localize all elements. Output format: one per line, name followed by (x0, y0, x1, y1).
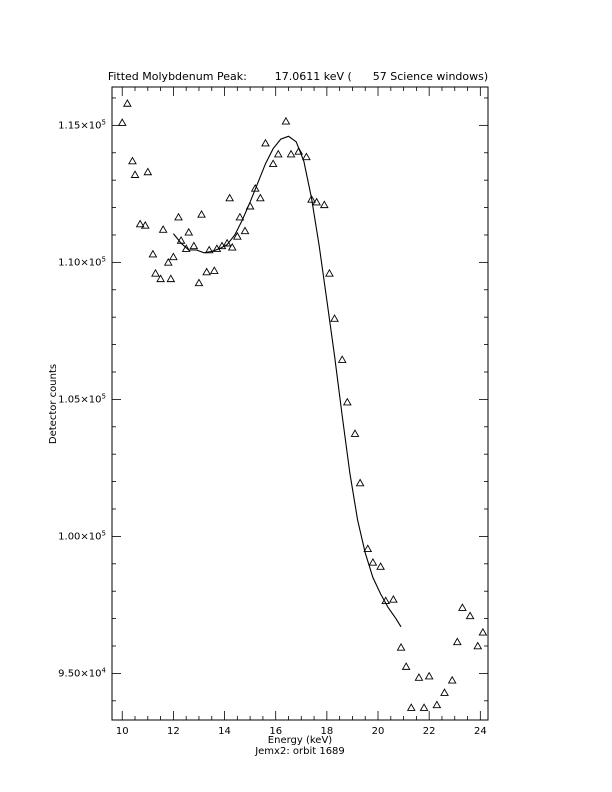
data-point (286, 149, 296, 158)
x-tick-label: 24 (474, 726, 487, 737)
data-point (156, 274, 165, 283)
data-point (240, 226, 250, 235)
data-point (337, 355, 347, 363)
x-tick-label: 14 (218, 726, 231, 737)
data-point (355, 478, 365, 487)
data-point (363, 544, 373, 552)
data-point (255, 193, 265, 202)
data-point (294, 146, 304, 155)
data-point (419, 703, 429, 711)
data-point (148, 249, 158, 258)
data-point (261, 138, 270, 147)
x-tick-label: 10 (116, 726, 129, 737)
data-point (388, 595, 398, 603)
data-point (432, 700, 442, 709)
data-point (225, 193, 235, 202)
y-tick-label: 9.50×104 (58, 666, 106, 679)
data-points (117, 99, 488, 711)
data-point (307, 194, 316, 203)
data-point (350, 429, 360, 437)
data-point (414, 673, 424, 681)
data-point (204, 245, 214, 254)
data-point (401, 662, 411, 670)
data-point (368, 558, 378, 566)
data-point (222, 238, 232, 247)
data-point (302, 152, 311, 161)
chart-subtitle: Jemx2: orbit 1689 (254, 746, 345, 757)
data-point (473, 641, 483, 650)
data-point (396, 642, 406, 651)
data-point (281, 116, 291, 125)
data-point (166, 274, 176, 283)
data-point (342, 397, 352, 406)
fit-curve (172, 135, 402, 628)
data-point (151, 268, 160, 277)
data-point (235, 212, 245, 221)
x-axis-label: Energy (keV) (268, 735, 333, 746)
y-tick-label: 1.10×105 (58, 255, 106, 268)
data-point (273, 149, 283, 158)
data-point (232, 231, 242, 240)
data-point (440, 688, 449, 696)
tick-labels: 10 12 14 16 18 20 22 24 9.50×104 1.00×105 1.05×105… (58, 118, 487, 737)
data-point (250, 183, 260, 192)
data-point (406, 703, 416, 711)
data-point (245, 201, 255, 210)
data-point (376, 562, 385, 570)
data-point (117, 118, 127, 126)
data-point (330, 314, 339, 322)
data-point (452, 637, 462, 646)
x-tick-label: 20 (372, 726, 385, 737)
data-point (268, 159, 278, 167)
data-point (122, 99, 132, 107)
data-point (158, 225, 168, 233)
y-axis-label: Detector counts (48, 364, 59, 444)
data-point (135, 219, 145, 228)
data-point (424, 671, 434, 680)
data-point (197, 210, 206, 218)
data-point (176, 236, 186, 244)
data-point (194, 278, 204, 287)
y-tick-label: 1.15×105 (58, 118, 106, 131)
data-point (381, 596, 391, 605)
data-point (202, 267, 212, 276)
data-point (169, 252, 178, 261)
data-point (140, 220, 150, 229)
data-point (465, 611, 475, 620)
data-point (189, 241, 199, 250)
data-point (312, 197, 322, 206)
y-tick-label: 1.00×105 (58, 529, 106, 542)
data-point (181, 244, 191, 252)
data-point (130, 170, 140, 178)
x-tick-label: 22 (423, 726, 436, 737)
data-point (184, 227, 194, 236)
data-point (163, 257, 173, 266)
data-point (325, 268, 334, 277)
data-point (209, 266, 219, 274)
axis-ticks (112, 87, 488, 720)
data-point (447, 675, 457, 684)
data-point (128, 156, 137, 165)
x-tick-label: 12 (167, 726, 180, 737)
data-point (319, 200, 329, 209)
data-point (174, 212, 183, 221)
x-tick-label: 16 (269, 726, 282, 737)
data-point (227, 242, 237, 251)
data-point (458, 603, 467, 611)
data-point (478, 627, 488, 636)
plot-frame (111, 86, 489, 721)
y-tick-label: 1.05×105 (58, 392, 106, 405)
x-tick-label: 18 (320, 726, 333, 737)
data-point (143, 167, 153, 176)
chart-title: Fitted Molybdenum Peak: 17.0611 keV ( 57… (108, 70, 488, 83)
